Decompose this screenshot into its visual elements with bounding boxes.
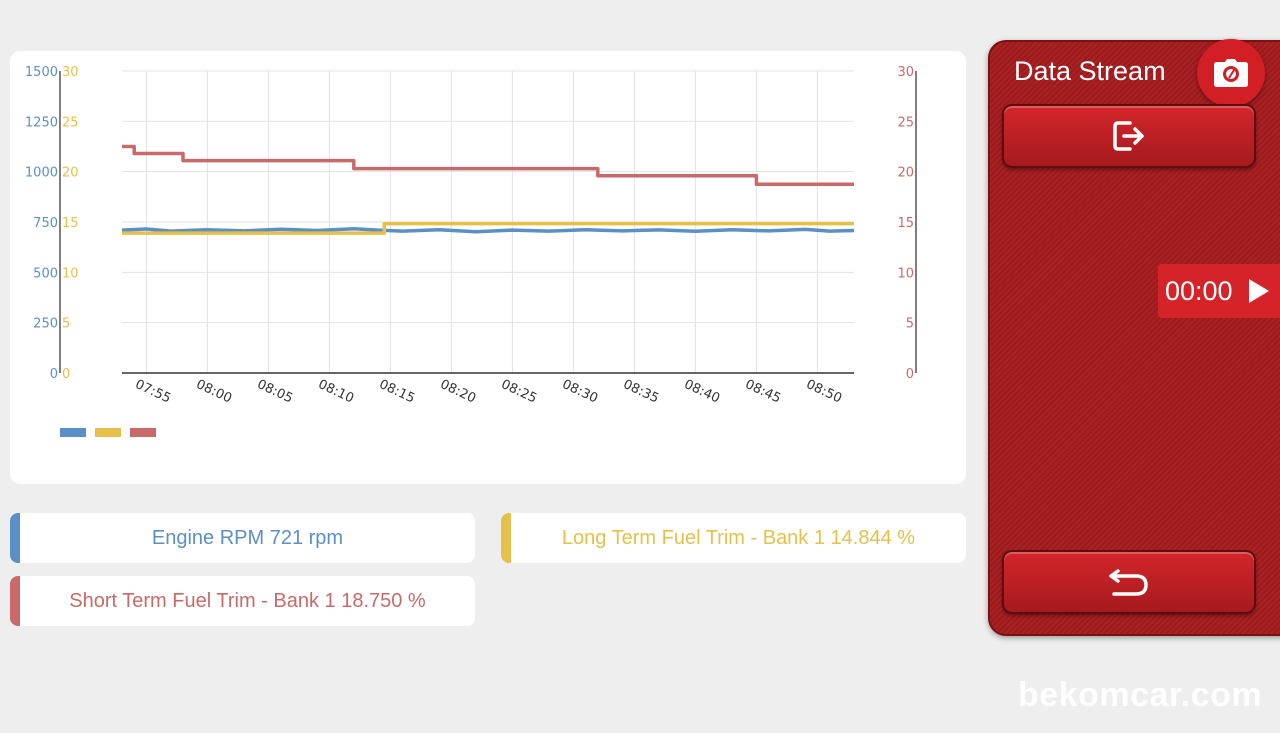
stft-axis-tick: 10 [897,266,914,281]
ltft-axis-tick: 15 [62,216,79,231]
chart-card: 07:55 08:00 08:05 08:10 08:15 08:20 08:25 08:30… [10,51,966,484]
x-tick-label: 08:45 [743,377,783,406]
ltft-axis-tick: 5 [62,317,70,332]
rpm-axis-tick: 750 [33,216,58,231]
watermark: bekomcar.com [1018,676,1263,714]
exit-icon [1113,121,1144,151]
pid-card-engine-rpm[interactable]: Engine RPM 721 rpm [10,513,475,563]
back-arrow-icon [1109,569,1148,596]
rpm-axis-tick: 1250 [25,115,58,130]
stft-axis-tick: 0 [906,367,914,382]
x-tick-label: 08:00 [194,377,234,406]
stft-axis-tick: 30 [897,65,914,80]
pid-color-stripe [501,513,511,563]
ltft-axis-tick: 0 [62,367,70,382]
series-line-stft [122,144,854,187]
stft-axis-tick: 20 [897,166,914,181]
legend-swatch-ltft [95,428,121,437]
x-tick-label: 07:55 [133,377,173,406]
data-stream-chart: 07:55 08:00 08:05 08:10 08:15 08:20 08:25 08:30… [25,65,917,406]
back-button[interactable] [1002,550,1256,614]
stft-axis-tick: 15 [897,216,914,231]
pid-label: Short Term Fuel Trim - Bank 1 18.750 % [69,589,426,612]
x-tick-label: 08:40 [682,377,722,406]
legend-swatch-rpm [60,428,86,437]
series-line-ltft [122,221,854,235]
rpm-axis-tick: 500 [33,266,58,281]
pid-label: Long Term Fuel Trim - Bank 1 14.844 % [561,526,916,549]
pid-label: Engine RPM 721 rpm [151,526,344,549]
timer-text: 00:00 [1165,275,1233,306]
series-line-rpm [121,227,855,234]
x-tick-label: 08:20 [438,377,478,406]
rpm-axis-tick: 0 [50,367,58,382]
record-timer[interactable]: 00:00 [1158,264,1280,318]
x-tick-label: 08:30 [560,377,600,406]
x-tick-label: 08:25 [499,377,539,406]
stft-axis-tick: 25 [897,115,914,130]
pid-card-short-term-fuel-trim[interactable]: Short Term Fuel Trim - Bank 1 18.750 % [10,576,475,626]
x-tick-label: 08:35 [621,377,661,406]
panel-title: Data Stream [1014,56,1166,86]
legend-swatch-stft [130,428,156,437]
exit-button[interactable] [1002,104,1256,168]
pid-card-long-term-fuel-trim[interactable]: Long Term Fuel Trim - Bank 1 14.844 % [501,513,966,563]
stft-axis-tick: 5 [906,317,914,332]
play-icon[interactable] [1247,277,1271,305]
x-tick-label: 08:50 [804,377,844,406]
x-tick-label: 08:10 [316,377,356,406]
ltft-axis-tick: 25 [62,115,79,130]
rpm-axis-tick: 1500 [25,65,58,80]
ltft-axis-tick: 30 [62,65,79,80]
camera-icon [1214,59,1248,87]
ltft-axis-tick: 10 [62,266,79,281]
rpm-axis-tick: 1000 [25,166,58,181]
rpm-axis-tick: 250 [33,317,58,332]
x-tick-label: 08:05 [255,377,295,406]
pid-color-stripe [10,513,20,563]
pid-color-stripe [10,576,20,626]
x-tick-label: 08:15 [377,377,417,406]
screenshot-button[interactable] [1197,39,1265,107]
chart-legend [60,428,156,437]
ltft-axis-tick: 20 [62,166,79,181]
